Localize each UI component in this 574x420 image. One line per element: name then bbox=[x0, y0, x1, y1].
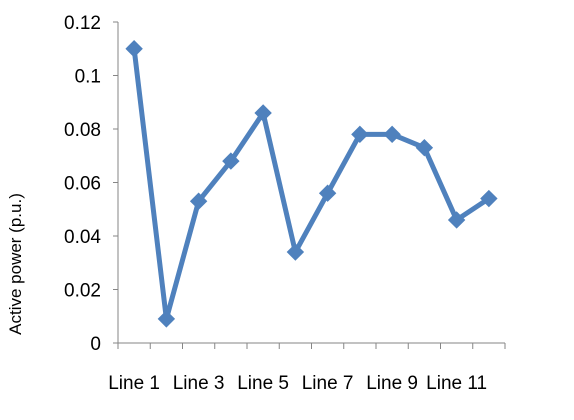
data-point-marker bbox=[447, 211, 466, 229]
x-tick-label: Line 7 bbox=[302, 373, 354, 394]
y-tick-label: 0.06 bbox=[64, 174, 101, 195]
data-point-marker bbox=[480, 189, 498, 208]
data-point-marker bbox=[157, 310, 176, 328]
y-tick-label: 0.02 bbox=[64, 281, 101, 302]
y-axis: 0 0.02 0.04 0.06 0.08 0.1 0.12 bbox=[64, 13, 119, 355]
data-point-marker bbox=[415, 139, 434, 157]
x-axis: Line 1 Line 3 Line 5 Line 7 Line 9 Line 11 bbox=[108, 342, 506, 394]
data-point-marker bbox=[222, 152, 240, 170]
y-tick-label: 0.04 bbox=[64, 227, 101, 248]
x-tick-label: Line 3 bbox=[173, 373, 225, 394]
y-axis-title: Active power (p.u.) bbox=[6, 193, 25, 335]
data-point-marker bbox=[383, 125, 401, 144]
data-point-marker bbox=[189, 192, 208, 210]
data-point-marker bbox=[125, 40, 143, 58]
data-point-marker bbox=[286, 243, 305, 261]
data-point-marker bbox=[351, 125, 369, 144]
x-tick-label: Line 9 bbox=[366, 373, 418, 394]
x-tick-label: Line 5 bbox=[237, 373, 289, 394]
data-point-marker bbox=[254, 104, 272, 122]
series-group bbox=[125, 40, 498, 328]
y-tick-label: 0 bbox=[90, 334, 101, 355]
series-line bbox=[131, 46, 492, 322]
data-point-marker bbox=[318, 184, 337, 202]
y-tick-label: 0.1 bbox=[75, 67, 101, 88]
x-tick-label: Line 1 bbox=[108, 373, 160, 394]
y-tick-label: 0.08 bbox=[64, 120, 101, 141]
x-tick-label: Line 11 bbox=[426, 373, 487, 394]
y-tick-label: 0.12 bbox=[64, 13, 101, 34]
